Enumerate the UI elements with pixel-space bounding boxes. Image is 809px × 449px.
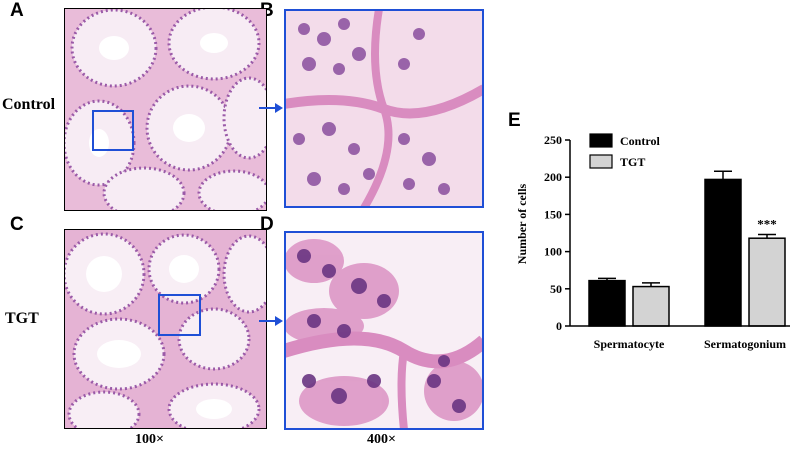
zoom-box-a [92,110,134,151]
bars [588,170,786,327]
legend: Control TGT [589,133,660,169]
legend-swatch-tgt [589,154,613,169]
y-axis: 0 50 100 150 200 250 [544,133,571,333]
y-tick-label: 150 [544,207,562,221]
bar-tgt-sermatogonium [748,237,786,327]
legend-label-tgt: TGT [620,155,645,169]
legend-label-control: Control [620,134,660,148]
bar-control-spermatocyte [588,279,626,327]
micrograph-control-100x [64,8,267,211]
micrograph-control-400x [284,9,484,208]
bar-control-sermatogonium [704,178,742,327]
magnification-high-label: 400× [367,432,396,447]
arrow-c-to-d [259,316,283,326]
legend-swatch-control [589,133,613,148]
y-tick-label: 100 [544,245,562,259]
y-tick-label: 200 [544,170,562,184]
significance-marker: *** [757,216,777,231]
y-axis-label: Number of cells [515,183,529,264]
y-tick-label: 0 [556,319,562,333]
bar-tgt-spermatocyte [632,285,670,327]
x-category-label: Sermatogonium [704,337,786,351]
annotations: *** [757,216,777,231]
arrow-a-to-b [259,103,283,113]
row-label-tgt: TGT [5,310,39,327]
micrograph-tgt-100x [64,229,267,429]
zoom-box-c [158,294,201,336]
panel-e-letter: E [508,110,521,131]
row-label-control: Control [2,96,56,113]
x-category-label: Spermatocyte [594,337,665,351]
x-axis: Spermatocyte Sermatogonium [570,325,790,351]
panel-a-letter: A [10,0,24,21]
y-tick-label: 50 [550,282,562,296]
micrograph-tgt-400x [284,231,484,430]
bar-chart: Number of cells 0 50 100 150 200 250 Spermato… [515,133,790,351]
y-tick-label: 250 [544,133,562,147]
panel-c-letter: C [10,214,24,235]
magnification-low-label: 100× [135,432,164,447]
